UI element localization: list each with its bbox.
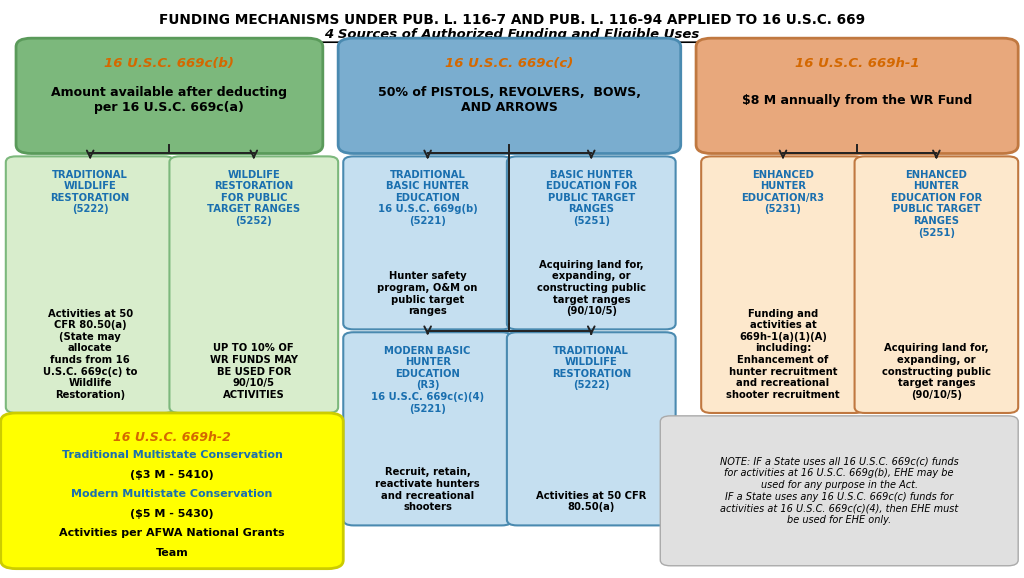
FancyBboxPatch shape [6,157,174,413]
Text: Acquiring land for,
expanding, or
constructing public
target ranges
(90/10/5): Acquiring land for, expanding, or constr… [537,260,646,316]
Text: 16 U.S.C. 669c(c): 16 U.S.C. 669c(c) [445,57,573,70]
FancyBboxPatch shape [343,332,512,525]
Text: Recruit, retain,
reactivate hunters
and recreational
shooters: Recruit, retain, reactivate hunters and … [376,468,480,512]
Text: 50% of PISTOLS, REVOLVERS,  BOWS,
AND ARROWS: 50% of PISTOLS, REVOLVERS, BOWS, AND ARR… [378,87,641,114]
Text: TRADITIONAL
BASIC HUNTER
EDUCATION
16 U.S.C. 669g(b)
(5221): TRADITIONAL BASIC HUNTER EDUCATION 16 U.… [378,169,477,226]
Text: NOTE: IF a State uses all 16 U.S.C. 669c(c) funds
for activities at 16 U.S.C. 66: NOTE: IF a State uses all 16 U.S.C. 669c… [720,457,958,525]
Text: WILDLIFE
RESTORATION
FOR PUBLIC
TARGET RANGES
(5252): WILDLIFE RESTORATION FOR PUBLIC TARGET R… [207,169,300,226]
Text: 4 Sources of Authorized Funding and Eligible Uses: 4 Sources of Authorized Funding and Elig… [325,28,699,42]
Text: ENHANCED
HUNTER
EDUCATION FOR
PUBLIC TARGET
RANGES
(5251): ENHANCED HUNTER EDUCATION FOR PUBLIC TAR… [891,169,982,238]
FancyBboxPatch shape [507,332,676,525]
FancyBboxPatch shape [701,157,865,413]
Text: $8 M annually from the WR Fund: $8 M annually from the WR Fund [742,94,972,107]
Text: Modern Multistate Conservation: Modern Multistate Conservation [72,489,272,499]
FancyBboxPatch shape [343,157,512,329]
Text: ($5 M - 5430): ($5 M - 5430) [130,509,214,519]
Text: Activities per AFWA National Grants: Activities per AFWA National Grants [59,528,285,539]
FancyBboxPatch shape [16,38,323,154]
Text: Acquiring land for,
expanding, or
constructing public
target ranges
(90/10/5): Acquiring land for, expanding, or constr… [882,343,991,400]
FancyBboxPatch shape [507,157,676,329]
Text: 16 U.S.C. 669c(b): 16 U.S.C. 669c(b) [104,57,234,70]
FancyBboxPatch shape [169,157,338,413]
Text: Team: Team [156,548,188,558]
Text: TRADITIONAL
WILDLIFE
RESTORATION
(5222): TRADITIONAL WILDLIFE RESTORATION (5222) [552,346,631,390]
Text: ENHANCED
HUNTER
EDUCATION/R3
(5231): ENHANCED HUNTER EDUCATION/R3 (5231) [741,169,824,214]
Text: Funding and
activities at
669h-1(a)(1)(A)
including:
Enhancement of
hunter recru: Funding and activities at 669h-1(a)(1)(A… [726,309,840,400]
Text: FUNDING MECHANISMS UNDER PUB. L. 116-7 AND PUB. L. 116-94 APPLIED TO 16 U.S.C. 6: FUNDING MECHANISMS UNDER PUB. L. 116-7 A… [159,13,865,27]
Text: ($3 M - 5410): ($3 M - 5410) [130,470,214,480]
Text: Hunter safety
program, O&M on
public target
ranges: Hunter safety program, O&M on public tar… [378,271,478,316]
Text: Amount available after deducting
per 16 U.S.C. 669c(a): Amount available after deducting per 16 … [51,87,288,114]
Text: MODERN BASIC
HUNTER
EDUCATION
(R3)
16 U.S.C. 669c(c)(4)
(5221): MODERN BASIC HUNTER EDUCATION (R3) 16 U.… [371,346,484,413]
FancyBboxPatch shape [696,38,1018,154]
Text: Activities at 50 CFR
80.50(a): Activities at 50 CFR 80.50(a) [537,491,646,512]
FancyBboxPatch shape [338,38,681,154]
Text: 16 U.S.C. 669h-1: 16 U.S.C. 669h-1 [795,57,920,70]
FancyBboxPatch shape [660,416,1018,566]
Text: Traditional Multistate Conservation: Traditional Multistate Conservation [61,450,283,460]
Text: TRADITIONAL
WILDLIFE
RESTORATION
(5222): TRADITIONAL WILDLIFE RESTORATION (5222) [50,169,130,214]
Text: Activities at 50
CFR 80.50(a)
(State may
allocate
funds from 16
U.S.C. 669c(c) t: Activities at 50 CFR 80.50(a) (State may… [43,309,137,400]
Text: BASIC HUNTER
EDUCATION FOR
PUBLIC TARGET
RANGES
(5251): BASIC HUNTER EDUCATION FOR PUBLIC TARGET… [546,169,637,226]
Text: 16 U.S.C. 669h-2: 16 U.S.C. 669h-2 [113,431,231,444]
FancyBboxPatch shape [855,157,1018,413]
FancyBboxPatch shape [1,413,343,569]
Text: UP TO 10% OF
WR FUNDS MAY
BE USED FOR
90/10/5
ACTIVITIES: UP TO 10% OF WR FUNDS MAY BE USED FOR 90… [210,343,298,400]
